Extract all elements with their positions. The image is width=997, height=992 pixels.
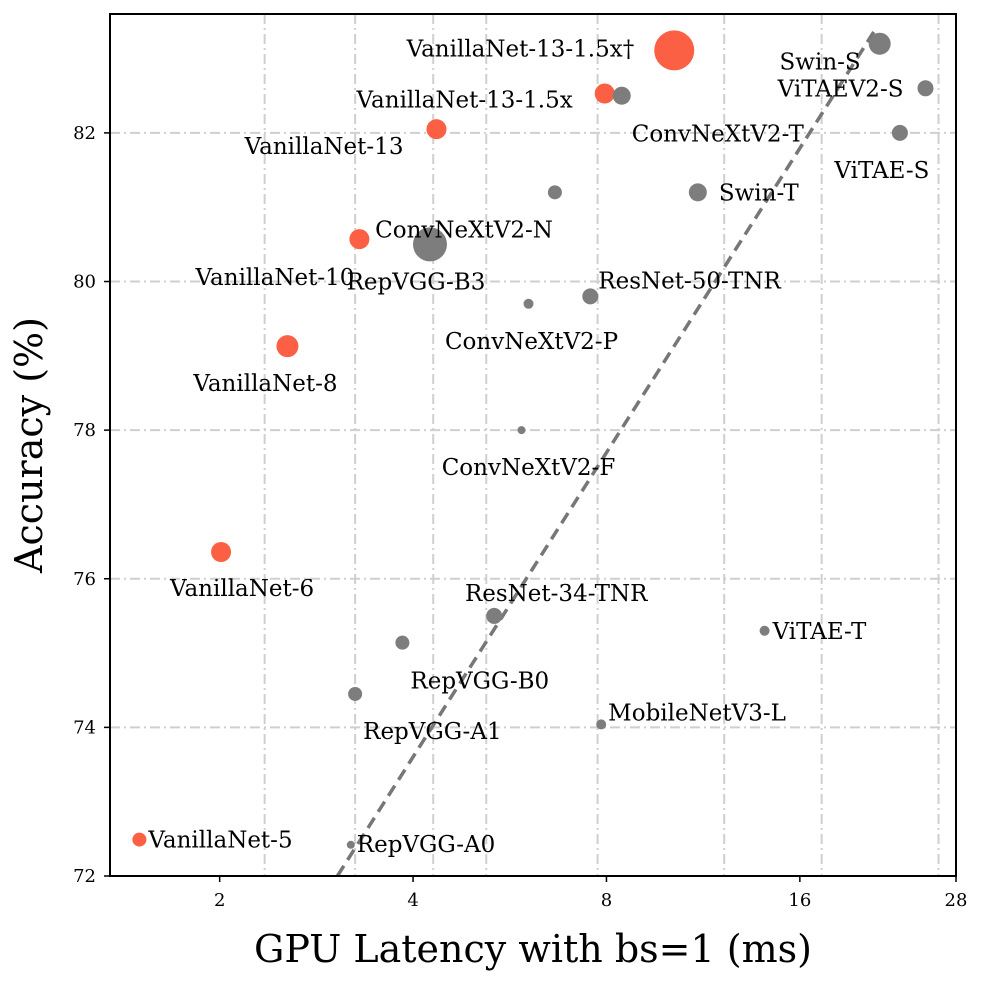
y-tick-label: 72 (73, 866, 96, 887)
label-vitae-t: ViTAE-T (772, 619, 867, 645)
axes: 2 4 8 16 28 72 74 76 78 80 82 (73, 123, 967, 911)
point-mobilenetv3-l (596, 719, 607, 730)
data-points (132, 30, 934, 849)
label-swin-s: Swin-S (780, 50, 861, 76)
y-tick-label: 74 (73, 717, 96, 738)
point-vanillanet-10 (349, 229, 370, 250)
point-repvgg-b0 (395, 635, 410, 650)
x-tick-label: 16 (788, 890, 811, 911)
label-vanillanet-5: VanillaNet-5 (147, 828, 292, 854)
label-mobilenetv3-l: MobileNetV3-L (608, 700, 786, 726)
plot-frame (109, 13, 957, 877)
point-swin-t (688, 183, 707, 202)
point-vanillanet-13 (426, 119, 447, 140)
label-swin-t: Swin-T (719, 180, 800, 206)
point-vanillanet-6 (211, 542, 232, 563)
point-swin-s (868, 32, 891, 55)
y-tick-label: 80 (73, 272, 96, 293)
gridlines (110, 14, 956, 876)
point-vitae-t (759, 625, 770, 636)
label-vitaev2-s: ViTAEV2-S (777, 76, 904, 102)
y-tick-label: 76 (73, 569, 96, 590)
y-axis-title: Accuracy (%) (7, 317, 51, 574)
point-vanillanet-5 (132, 832, 147, 847)
label-vanillanet-13: VanillaNet-13 (244, 134, 404, 160)
point-resnet-50-tnr (582, 288, 599, 305)
point-vanillanet-8 (276, 335, 299, 358)
point-convnextv2-p (523, 298, 534, 309)
point-repvgg-a0 (346, 840, 355, 849)
x-tick-label: 8 (601, 890, 612, 911)
point-convnextv2-f (517, 426, 526, 435)
trend-line-layer (335, 27, 878, 877)
point-repvgg-b3 (412, 227, 447, 262)
point-vanillanet-13-1-5x (594, 83, 615, 104)
label-convnextv2-t: ConvNeXtV2-T (632, 122, 805, 148)
label-repvgg-a1: RepVGG-A1 (363, 719, 501, 745)
label-vanillanet-13-1-5x: VanillaNet-13-1.5x (356, 88, 573, 114)
label-vanillanet-6: VanillaNet-6 (169, 576, 314, 602)
point-vitaev2-s (917, 80, 934, 97)
trend-line (335, 27, 878, 877)
x-axis-title: GPU Latency with bs=1 (ms) (254, 927, 812, 971)
y-tick-label: 78 (73, 420, 96, 441)
label-vanillanet-10: VanillaNet-10 (195, 265, 355, 291)
label-resnet-34-tnr: ResNet-34-TNR (465, 581, 648, 607)
label-convnextv2-n: ConvNeXtV2-N (375, 217, 553, 243)
point-vanillanet-13-1-5x (654, 30, 695, 71)
x-tick-label: 28 (945, 890, 968, 911)
point-labels: VanillaNet-13-1.5x† VanillaNet-13-1.5x Van… (147, 36, 929, 857)
x-tick-label: 2 (214, 890, 225, 911)
y-tick-label: 82 (73, 123, 96, 144)
label-resnet-50-tnr: ResNet-50-TNR (598, 268, 781, 294)
label-vanillanet-13-1-5x: VanillaNet-13-1.5x† (406, 36, 635, 62)
label-repvgg-b0: RepVGG-B0 (410, 669, 549, 695)
label-convnextv2-f: ConvNeXtV2-F (442, 455, 616, 481)
label-repvgg-a0: RepVGG-A0 (357, 832, 495, 858)
point-repvgg-a1 (348, 686, 363, 701)
label-vitae-s: ViTAE-S (833, 158, 929, 184)
point-resnet-34-tnr (486, 607, 503, 624)
label-vanillanet-8: VanillaNet-8 (192, 371, 337, 397)
x-tick-label: 4 (407, 890, 418, 911)
point-convnextv2-n (547, 185, 562, 200)
label-repvgg-b3: RepVGG-B3 (347, 269, 486, 295)
label-convnextv2-p: ConvNeXtV2-P (445, 329, 618, 355)
point-vitae-s (891, 124, 908, 141)
point-convnextv2-t (612, 86, 631, 105)
